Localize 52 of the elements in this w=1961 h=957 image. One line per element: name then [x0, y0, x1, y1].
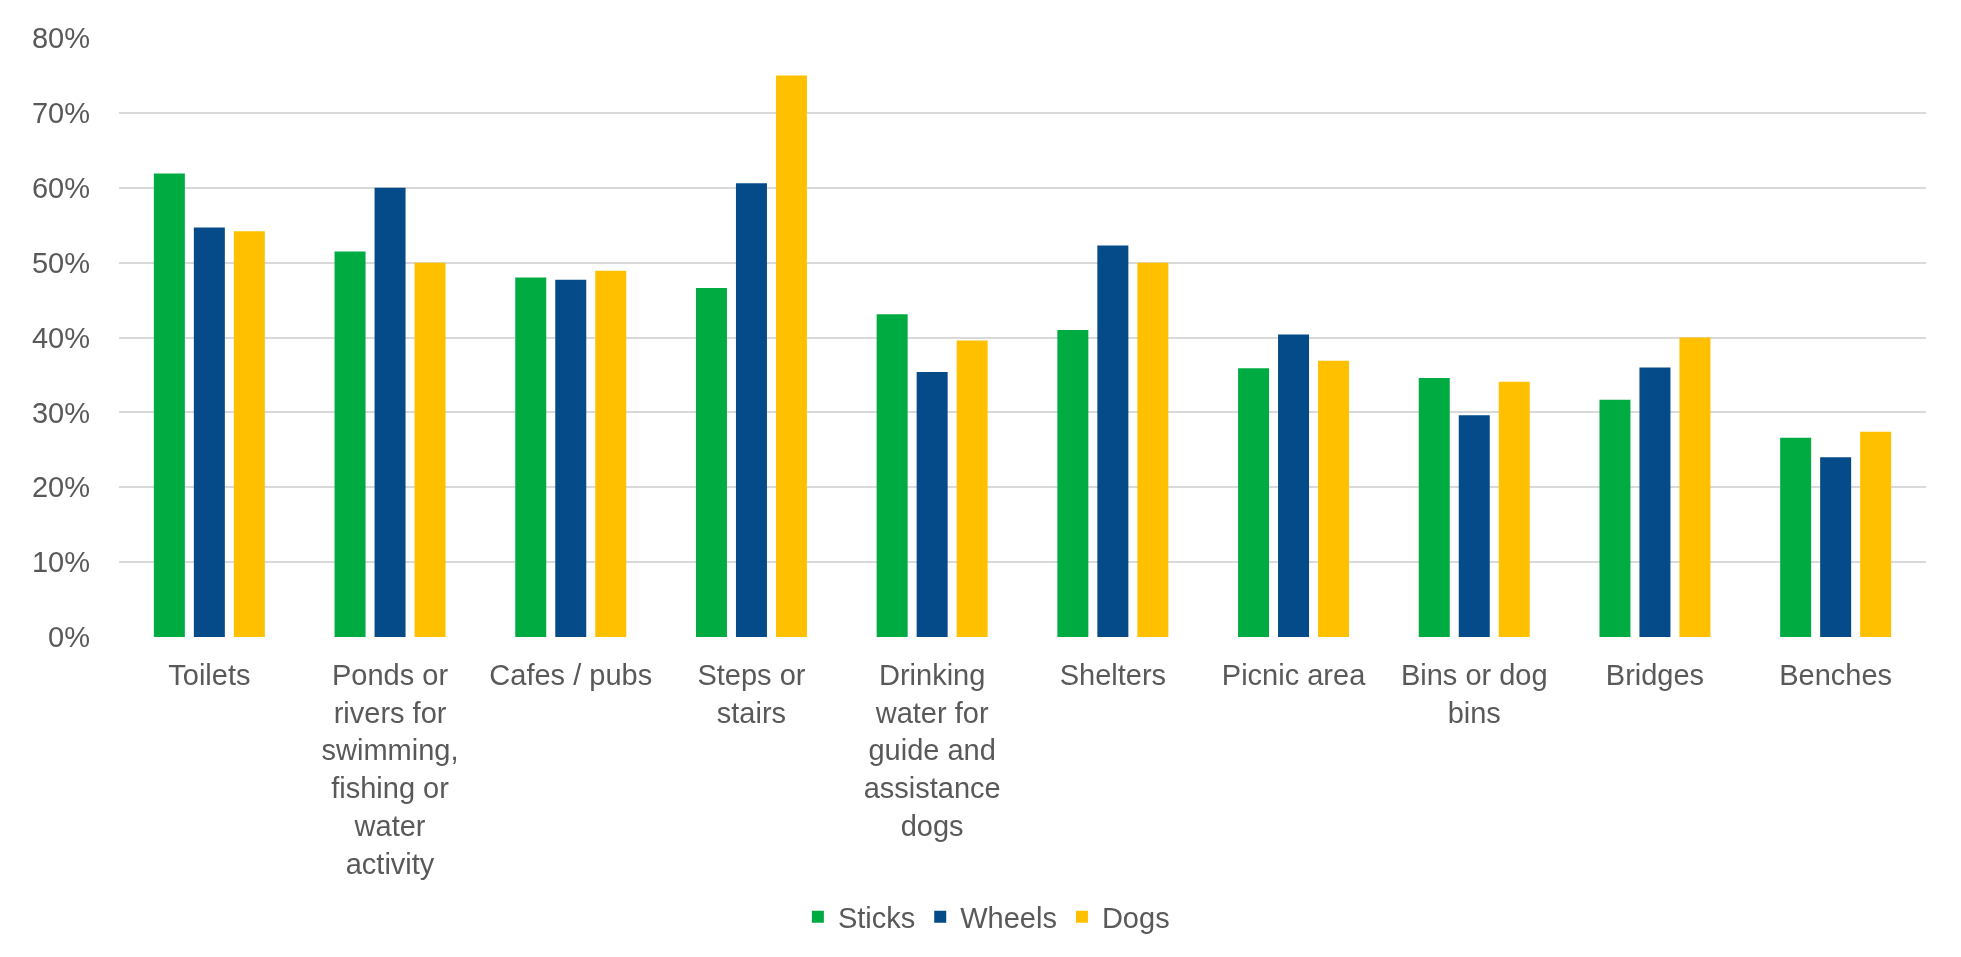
bar — [374, 187, 406, 637]
y-tick-label: 40% — [31, 321, 90, 354]
x-tick-label: Drinking water for guide and assistance dogs — [863, 659, 1001, 842]
y-tick-label: 80% — [31, 22, 90, 55]
y-tick-label: 20% — [31, 471, 90, 504]
x-tick-label: Shelters — [1059, 659, 1167, 691]
legend-label: Wheels — [960, 901, 1057, 934]
bar — [1137, 262, 1169, 637]
legend-label: Dogs — [1101, 901, 1170, 934]
bar — [735, 183, 767, 637]
y-tick-label: 50% — [31, 246, 90, 279]
bar — [555, 279, 587, 637]
y-tick-label: 0% — [48, 621, 90, 654]
bar — [1458, 415, 1490, 637]
bar — [1599, 399, 1631, 637]
bar — [1238, 368, 1270, 637]
x-tick-label: Toilets — [168, 659, 251, 691]
bar — [1498, 381, 1530, 637]
x-tick-label: Cafes / pubs — [489, 659, 653, 691]
legend-label: Sticks — [837, 901, 916, 934]
x-tick-label: Benches — [1779, 659, 1893, 691]
bar — [153, 173, 185, 637]
y-tick-label: 30% — [31, 396, 90, 429]
y-tick-label: 60% — [31, 171, 90, 204]
bar — [1780, 437, 1812, 637]
bar — [595, 270, 627, 637]
bar — [233, 231, 265, 637]
bar — [193, 227, 225, 637]
x-tick-label: Steps or stairs — [697, 659, 806, 729]
bar — [1860, 431, 1892, 637]
bar — [916, 371, 948, 637]
bar — [414, 262, 446, 637]
y-tick-label: 70% — [31, 97, 90, 130]
bar — [956, 340, 988, 637]
x-tick-label: Bins or dog bins — [1400, 659, 1548, 729]
bar — [1318, 360, 1350, 637]
bar — [1639, 367, 1671, 637]
bar — [334, 251, 366, 637]
x-tick-label: Bridges — [1605, 659, 1705, 691]
bar — [1097, 245, 1129, 637]
x-tick-label: Ponds or rivers for swimming, fishing or water activity — [321, 659, 459, 880]
bar — [515, 277, 547, 637]
bar — [695, 288, 727, 637]
bar — [1679, 337, 1711, 637]
y-tick-label: 10% — [31, 546, 90, 579]
bar — [1418, 377, 1450, 637]
bar — [775, 75, 807, 637]
bar — [1278, 334, 1310, 637]
bar — [1820, 457, 1852, 637]
bar — [876, 314, 908, 637]
bar — [1057, 330, 1089, 637]
x-tick-label: Picnic area — [1221, 659, 1367, 691]
